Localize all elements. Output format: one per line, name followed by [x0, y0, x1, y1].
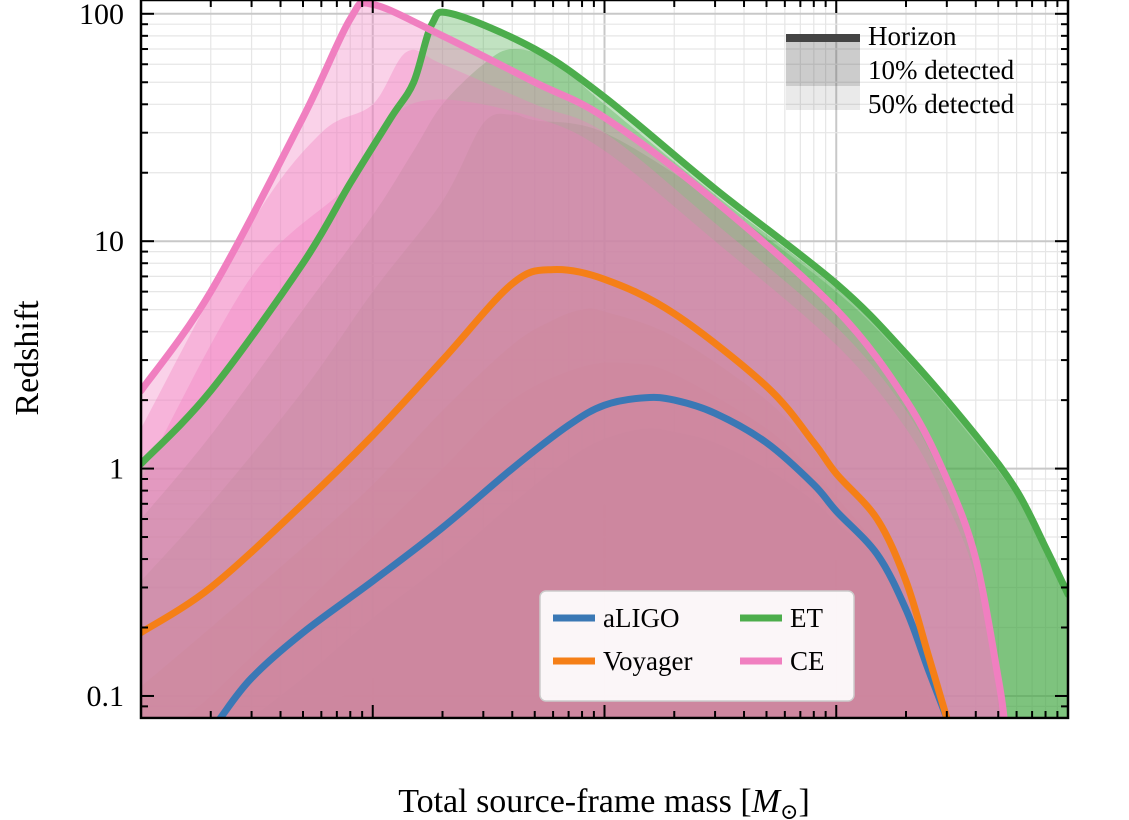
y-axis-title: Redshift: [9, 300, 46, 416]
series-legend: aLIGO Voyager ET CE: [539, 590, 855, 702]
shading-legend-label: Horizon: [868, 21, 957, 51]
voyager-horizon-line: [141, 266, 951, 718]
aligo-horizon-line: [216, 393, 951, 718]
et-10pct-band: [141, 48, 1068, 718]
et-horizon-line: [141, 8, 1068, 598]
ce-50pct-band: [141, 99, 1003, 718]
shade-swatch-dark: [786, 38, 860, 86]
shading-legend: Horizon 10% detected 50% detected: [786, 21, 1015, 119]
shading-legend-label: 10% detected: [868, 55, 1015, 85]
ce-horizon-line: [141, 0, 1008, 718]
ce-horizon-band: [141, 2, 1005, 718]
shading-legend-label: 50% detected: [868, 89, 1015, 119]
y-tick-label: 1: [109, 453, 124, 486]
et-horizon-band: [141, 12, 1068, 718]
ce-10pct-band: [141, 49, 1003, 718]
legend-label-voyager: Voyager: [603, 646, 692, 676]
y-tick-label: 10: [94, 225, 124, 258]
y-tick-label: 0.1: [87, 680, 125, 713]
shade-swatch-line: [786, 34, 860, 42]
legend-label-aligo: aLIGO: [603, 603, 679, 633]
et-50pct-band: [141, 113, 1068, 718]
below-plot-mask: [0, 719, 1129, 820]
x-axis-title: Total source-frame mass [M⊙]: [398, 783, 810, 820]
legend-label-et: ET: [790, 603, 823, 633]
y-tick-label: 100: [79, 0, 124, 31]
horizon-lines: [141, 0, 1068, 718]
legend-label-ce: CE: [790, 646, 825, 676]
shade-swatch-light: [786, 38, 860, 110]
